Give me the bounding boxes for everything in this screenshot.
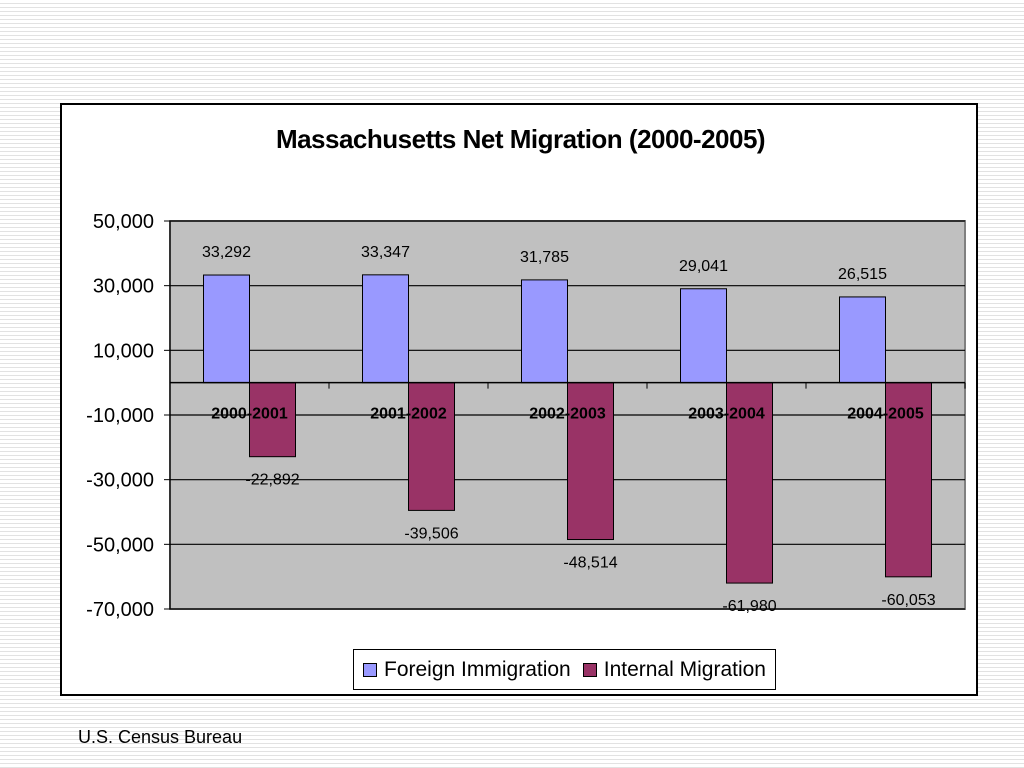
legend-swatch-internal-migration	[582, 662, 597, 677]
data-label-foreign-immigration: 26,515	[838, 266, 887, 283]
y-tick-label: -10,000	[86, 405, 154, 427]
legend: Foreign Immigration Internal Migration	[353, 649, 776, 690]
y-tick-label: -70,000	[86, 599, 154, 621]
data-label-internal-migration: -22,892	[245, 472, 299, 489]
x-tick-label: 2001-2002	[370, 406, 447, 423]
bar-internal-migration	[726, 382, 773, 584]
y-tick-label: 50,000	[93, 211, 154, 233]
data-label-internal-migration: -39,506	[404, 525, 458, 542]
bar-foreign-immigration	[839, 296, 886, 384]
data-label-foreign-immigration: 29,041	[679, 258, 728, 275]
x-tick-label: 2000-2001	[211, 406, 288, 423]
y-tick-label: 30,000	[93, 276, 154, 298]
bar-foreign-immigration	[521, 279, 568, 384]
legend-label-internal-migration: Internal Migration	[603, 657, 766, 681]
bar-internal-migration	[567, 382, 614, 541]
legend-item-foreign-immigration: Foreign Immigration	[363, 658, 571, 682]
legend-item-internal-migration: Internal Migration	[582, 657, 766, 682]
bar-foreign-immigration	[680, 288, 727, 384]
data-label-internal-migration: -60,053	[881, 592, 935, 609]
data-label-foreign-immigration: 33,292	[202, 244, 251, 261]
bar-internal-migration	[408, 382, 455, 511]
data-label-foreign-immigration: 31,785	[520, 249, 569, 266]
bar-foreign-immigration	[203, 274, 250, 384]
bar-internal-migration	[249, 382, 296, 458]
y-tick-label: -50,000	[86, 534, 154, 556]
x-tick-label: 2002-2003	[529, 406, 606, 423]
bar-foreign-immigration	[362, 274, 409, 384]
legend-swatch-foreign-immigration	[363, 662, 377, 677]
x-tick-label: 2004-2005	[847, 406, 924, 423]
y-tick-label: -30,000	[86, 470, 154, 492]
data-label-internal-migration: -61,980	[722, 598, 776, 615]
legend-label-foreign-immigration: Foreign Immigration	[384, 657, 571, 681]
data-label-internal-migration: -48,514	[563, 555, 617, 572]
source-note: U.S. Census Bureau	[78, 727, 243, 747]
chart-title: Massachusetts Net Migration (2000-2005)	[275, 124, 766, 154]
x-tick-label: 2003-2004	[688, 406, 765, 423]
data-label-foreign-immigration: 33,347	[361, 244, 410, 261]
bar-internal-migration	[885, 382, 932, 578]
y-tick-label: 10,000	[93, 340, 154, 362]
